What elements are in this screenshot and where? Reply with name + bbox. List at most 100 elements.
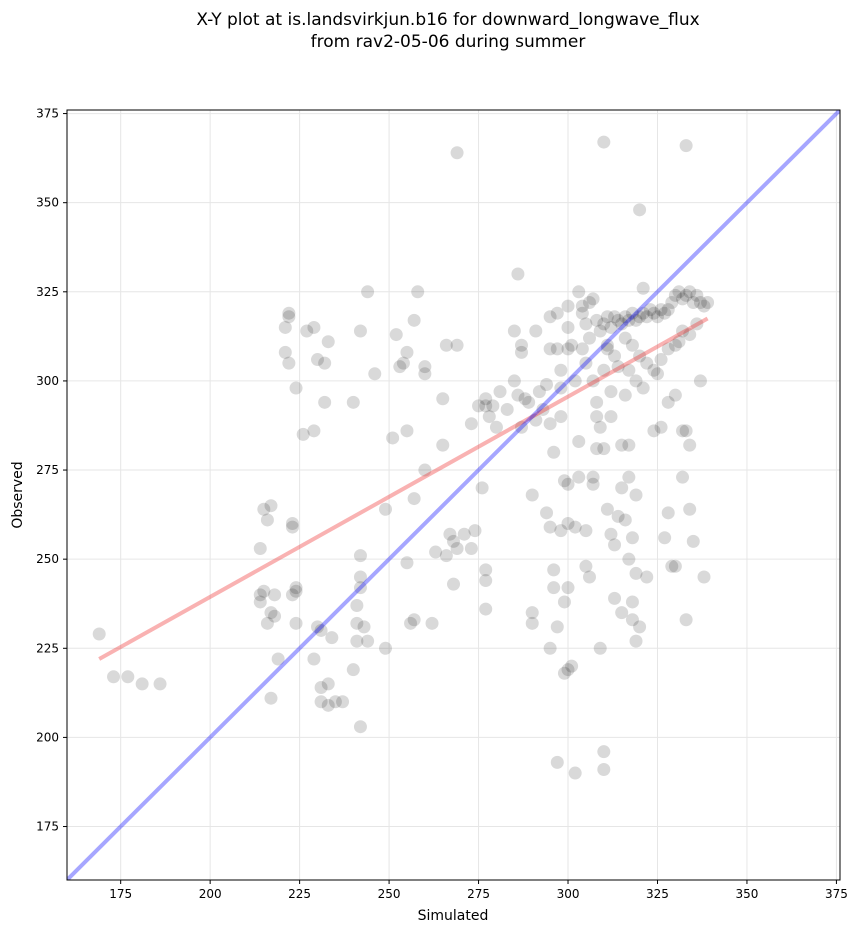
- point: [489, 420, 503, 434]
- point: [625, 338, 639, 352]
- point: [582, 331, 596, 345]
- point: [450, 541, 464, 555]
- point: [289, 581, 303, 595]
- point: [633, 349, 647, 363]
- point: [554, 410, 568, 424]
- point: [611, 313, 625, 327]
- point: [693, 296, 707, 309]
- y-axis-label: Observed: [10, 461, 26, 528]
- point: [600, 338, 614, 352]
- point: [633, 620, 647, 634]
- point: [522, 395, 536, 409]
- point: [636, 306, 650, 320]
- point: [543, 310, 557, 324]
- point: [511, 388, 525, 402]
- point: [629, 488, 643, 502]
- point: [650, 367, 664, 381]
- point: [357, 620, 371, 634]
- point: [407, 313, 421, 327]
- point: [296, 427, 310, 441]
- point: [668, 559, 682, 573]
- point: [604, 410, 618, 424]
- point: [264, 499, 278, 513]
- point: [318, 356, 332, 370]
- point: [321, 677, 335, 691]
- point: [547, 563, 561, 577]
- point: [686, 534, 700, 548]
- point: [543, 641, 557, 655]
- point: [514, 338, 528, 352]
- point: [525, 616, 539, 630]
- point: [676, 470, 690, 484]
- fit-line: [98, 316, 709, 661]
- point: [683, 285, 697, 299]
- point: [629, 566, 643, 580]
- point: [608, 538, 622, 552]
- point: [353, 324, 367, 338]
- y-tick-label: 200: [36, 730, 59, 744]
- point: [597, 135, 611, 149]
- point: [289, 584, 303, 598]
- point: [493, 385, 507, 399]
- point: [604, 527, 618, 541]
- point: [600, 502, 614, 516]
- point: [622, 438, 636, 452]
- point: [550, 755, 564, 769]
- point: [672, 285, 686, 299]
- point: [346, 395, 360, 409]
- point: [393, 360, 407, 374]
- point: [300, 324, 314, 338]
- point: [278, 345, 292, 359]
- point: [668, 288, 682, 302]
- point: [597, 745, 611, 759]
- point: [668, 338, 682, 352]
- point: [411, 285, 425, 299]
- point: [597, 762, 611, 776]
- point: [586, 477, 600, 491]
- identity-line: [67, 110, 840, 880]
- point: [353, 549, 367, 563]
- point: [285, 588, 299, 602]
- point: [686, 296, 700, 309]
- point: [565, 338, 579, 352]
- point: [554, 524, 568, 538]
- point: [404, 616, 418, 630]
- point: [665, 296, 679, 309]
- y-tick-label: 275: [36, 463, 59, 477]
- point: [611, 509, 625, 523]
- point: [561, 342, 575, 356]
- point: [679, 139, 693, 153]
- point: [661, 342, 675, 356]
- point: [579, 356, 593, 370]
- point: [647, 363, 661, 377]
- point: [361, 634, 375, 648]
- x-tick-label: 375: [825, 887, 848, 901]
- point: [472, 399, 486, 413]
- point: [590, 313, 604, 327]
- point: [615, 438, 629, 452]
- point: [429, 545, 443, 559]
- x-tick-label: 200: [199, 887, 222, 901]
- point: [579, 317, 593, 331]
- chart-title: X-Y plot at is.landsvirkjun.b16 for down…: [196, 10, 699, 30]
- point: [257, 502, 271, 516]
- point: [479, 602, 493, 616]
- point: [672, 335, 686, 349]
- point: [107, 670, 121, 684]
- point: [253, 595, 267, 609]
- point: [289, 381, 303, 395]
- point: [321, 335, 335, 349]
- point: [525, 606, 539, 620]
- point: [629, 634, 643, 648]
- point: [507, 324, 521, 338]
- point: [550, 620, 564, 634]
- point: [336, 695, 350, 709]
- point: [328, 695, 342, 709]
- point: [561, 477, 575, 491]
- point: [457, 527, 471, 541]
- point: [307, 652, 321, 666]
- point: [386, 431, 400, 445]
- point: [350, 634, 364, 648]
- point: [636, 381, 650, 395]
- point: [618, 388, 632, 402]
